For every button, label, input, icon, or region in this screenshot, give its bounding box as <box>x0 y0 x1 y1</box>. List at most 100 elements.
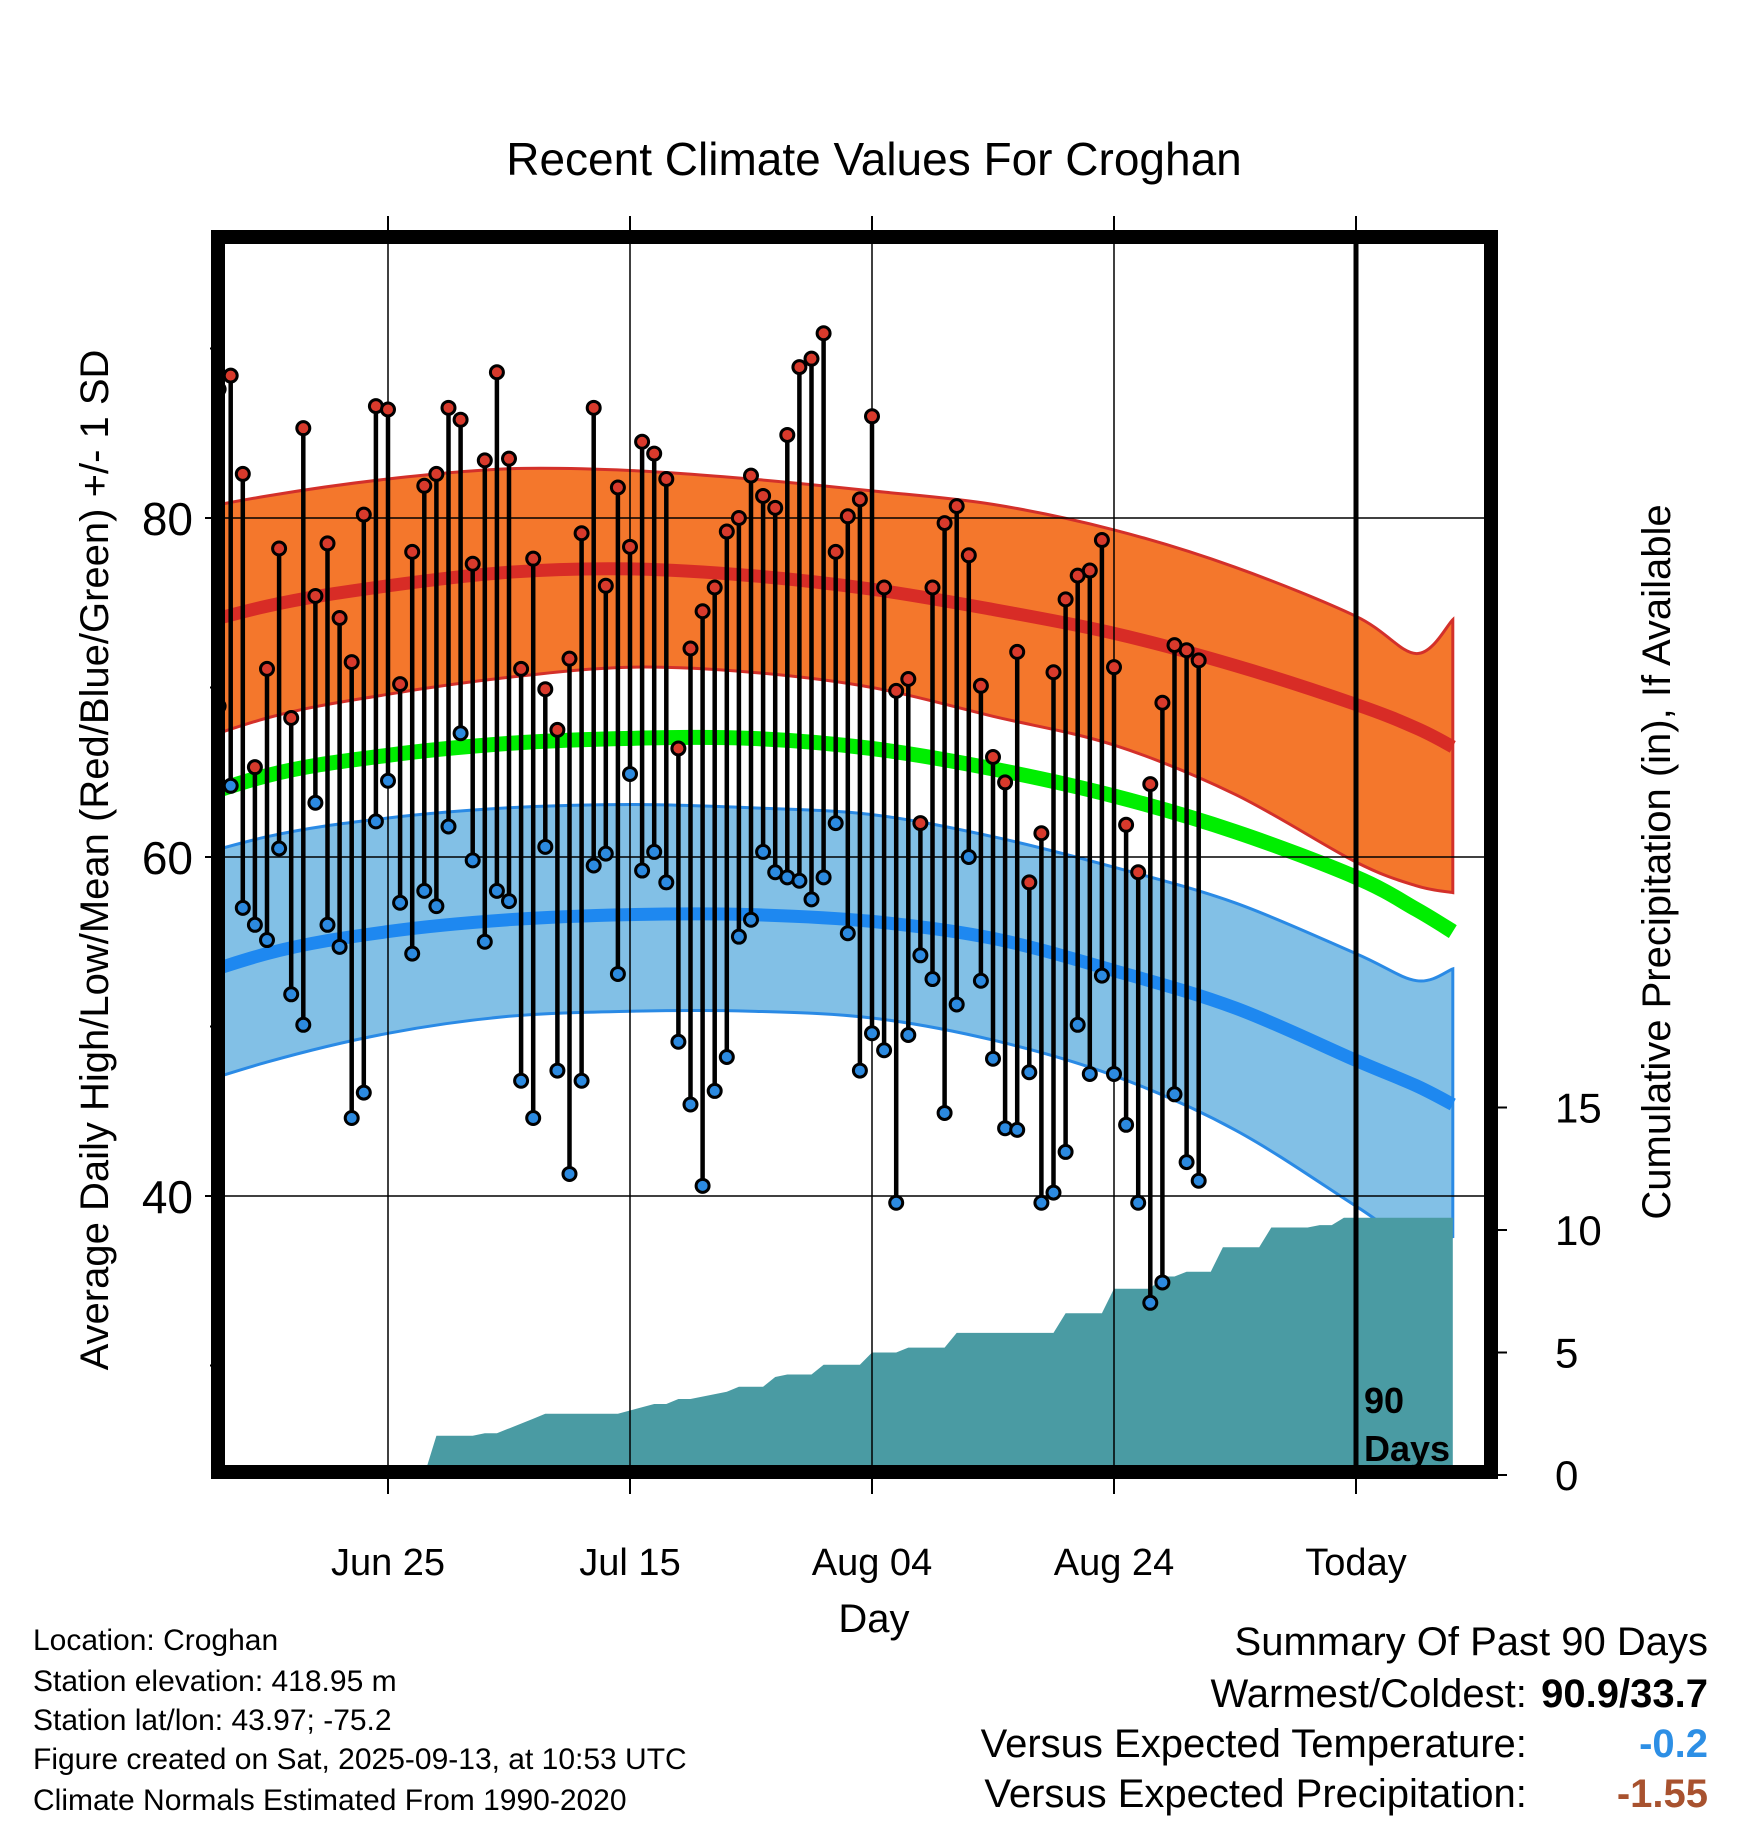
daily-low-point <box>1253 0 1266 7</box>
daily-high-point <box>791 359 808 376</box>
ninety-days-label: 90 Days <box>1364 1380 1450 1469</box>
x-tick-label: Aug 24 <box>1054 1542 1174 1584</box>
daily-high-point <box>573 525 590 542</box>
daily-low-point <box>225 701 227 711</box>
daily-high-point <box>307 587 324 604</box>
precip-area <box>427 1217 1453 1465</box>
daily-low-point <box>1033 1194 1050 1211</box>
daily-low-point <box>718 1049 735 1066</box>
y2-tick-label: 15 <box>1555 1085 1602 1132</box>
daily-low-point <box>127 1010 140 1023</box>
daily-low-point <box>525 1110 542 1127</box>
daily-low-point <box>743 911 759 928</box>
daily-low-point <box>152 773 165 786</box>
daily-high-point <box>525 550 542 567</box>
daily-high-point <box>404 543 421 560</box>
daily-low-point <box>1229 0 1242 7</box>
daily-low-point <box>549 1062 566 1079</box>
daily-low-point <box>1277 0 1290 7</box>
daily-high-point <box>997 774 1014 791</box>
daily-high-point <box>259 660 275 677</box>
y2-tick-label: 0 <box>1555 1452 1578 1499</box>
daily-low-point <box>1093 967 1110 984</box>
daily-high-point <box>488 364 505 381</box>
plot-frame <box>211 230 1498 1479</box>
daily-high-point <box>140 673 153 686</box>
daily-high-point <box>1021 874 1038 891</box>
daily-high-point <box>331 610 348 627</box>
daily-high-point <box>1178 642 1195 659</box>
daily-low-point <box>501 893 517 910</box>
daily-low-point <box>271 840 288 857</box>
daily-high-point <box>609 479 626 496</box>
daily-low-point <box>839 925 856 942</box>
summary-precip-departure: Versus Expected Precipitation: -1.55 <box>984 1772 1708 1817</box>
daily-low-point <box>164 884 177 897</box>
daily-low-point <box>452 725 469 742</box>
daily-low-point <box>537 838 554 855</box>
daily-high-point <box>1229 0 1242 7</box>
ninety-days-label-line: 90 <box>1364 1380 1404 1421</box>
y2-tick-label: 10 <box>1555 1207 1602 1254</box>
summary-temp-departure: Versus Expected Temperature: -0.2 <box>981 1722 1708 1767</box>
ninety-days-label-line: Days <box>1364 1428 1450 1469</box>
daily-high-point <box>694 603 711 620</box>
daily-high-point <box>1325 0 1338 7</box>
daily-low-point <box>1021 1064 1038 1081</box>
y-axis-label: Average Daily High/Low/Mean (Red/Blue/Gr… <box>73 350 117 1371</box>
latlon-text: Station lat/lon: 43.97; -75.2 <box>33 1704 392 1737</box>
daily-high-point <box>501 450 517 467</box>
daily-low-point <box>864 1025 880 1042</box>
daily-high-point <box>1130 864 1147 881</box>
daily-low-point <box>561 1165 578 1182</box>
daily-high-point <box>549 721 566 738</box>
daily-low-point <box>464 852 481 869</box>
daily-high-point <box>1142 776 1159 793</box>
normals-text: Climate Normals Estimated From 1990-2020 <box>33 1784 627 1817</box>
daily-high-point <box>682 640 699 657</box>
axes: 90 Days Jun 25 Jul 15 Aug 04 Aug 24 Today 40 60 8… <box>142 216 1602 1584</box>
daily-high-point <box>597 577 614 594</box>
daily-low-point <box>851 1062 868 1079</box>
daily-low-point <box>694 1177 711 1194</box>
location-text: Location: Croghan <box>33 1624 279 1657</box>
daily-low-point <box>319 916 336 933</box>
daily-low-point <box>225 777 239 794</box>
daily-low-point <box>380 772 396 789</box>
daily-low-point <box>188 1079 201 1092</box>
daily-low-point <box>706 1082 723 1099</box>
temp-departure-value: -0.2 <box>1639 1722 1708 1766</box>
daily-high-point <box>428 465 445 482</box>
daily-high-point <box>115 618 128 631</box>
x-tick-label: Aug 04 <box>812 1542 932 1584</box>
daily-low-point <box>815 869 832 886</box>
daily-high-point <box>839 508 856 525</box>
daily-low-point <box>1301 0 1314 7</box>
daily-low-point <box>622 765 638 782</box>
y2-tick-label: 5 <box>1555 1330 1578 1377</box>
daily-low-point <box>1130 1194 1147 1211</box>
warmest-coldest-label: Warmest/Coldest: <box>1210 1672 1527 1716</box>
daily-high-point <box>452 411 469 428</box>
daily-low-point <box>331 938 348 955</box>
y-tick-label: 80 <box>142 493 193 545</box>
daily-high-point <box>355 506 372 523</box>
x-tick-label: Jul 15 <box>579 1542 680 1584</box>
daily-low-point <box>355 1084 372 1101</box>
daily-high-point <box>1154 694 1171 711</box>
daily-high-point <box>646 445 663 462</box>
daily-low-point <box>1325 0 1338 7</box>
daily-low-point <box>876 1042 893 1059</box>
daily-high-point <box>985 748 1001 765</box>
daily-low-point <box>1178 1154 1195 1171</box>
daily-low-point <box>888 1194 905 1211</box>
daily-low-point <box>948 996 965 1013</box>
daily-low-point <box>307 794 324 811</box>
daily-high-point <box>392 676 409 693</box>
daily-low-point <box>791 872 808 889</box>
daily-high-point <box>1033 825 1050 842</box>
daily-low-point <box>573 1072 590 1089</box>
daily-high-point <box>343 654 360 671</box>
daily-low-point <box>1313 0 1326 7</box>
